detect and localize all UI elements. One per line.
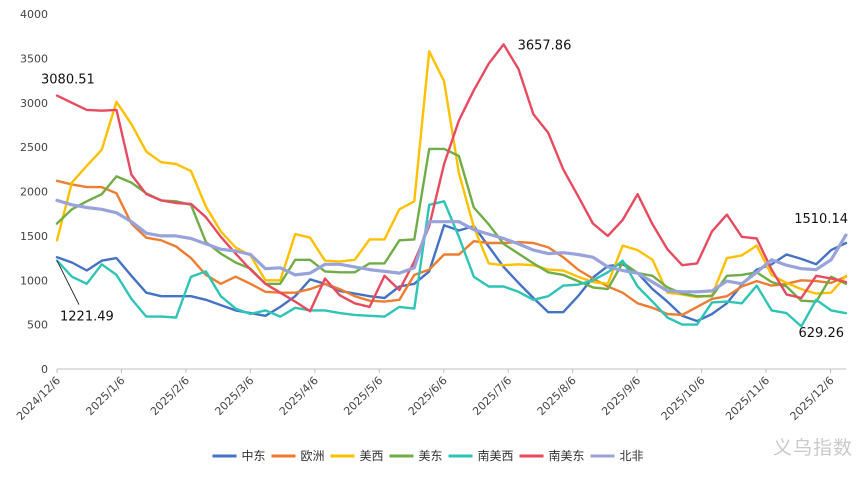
x-tick-label: 2025/11/6 [723, 374, 772, 423]
series-group [55, 50, 848, 299]
series-line [55, 147, 848, 303]
data-label: 1510.14 [794, 212, 848, 227]
x-tick-label: 2025/8/6 [535, 374, 579, 418]
legend-item: 南美西 [448, 448, 514, 463]
x-tick-label: 2025/5/6 [341, 374, 385, 418]
legend-label: 欧洲 [301, 449, 325, 463]
legend-item: 北非 [590, 449, 644, 463]
x-tick-label: 2025/3/6 [212, 374, 256, 418]
y-tick-label: 3000 [20, 97, 48, 110]
legend-item: 美东 [389, 449, 443, 463]
y-tick-label: 500 [27, 319, 48, 332]
series-line [55, 50, 848, 299]
x-tick-label: 2025/6/6 [406, 374, 450, 418]
series-line [55, 198, 848, 294]
series-line [55, 43, 848, 313]
legend: 中东 欧洲 美西 美东 南美西 南美东 北非 [212, 448, 644, 463]
legend-item: 南美东 [519, 448, 585, 463]
legend-label: 南美东 [549, 448, 585, 463]
x-tick-label: 2025/12/6 [788, 374, 837, 423]
legend-label: 美东 [419, 449, 443, 463]
data-label: 629.26 [799, 326, 845, 341]
series-group [55, 223, 848, 323]
data-label: 1221.49 [60, 310, 114, 325]
x-tick-label: 2025/7/6 [470, 374, 514, 418]
data-label: 3080.51 [41, 73, 95, 88]
y-tick-label: 1500 [20, 230, 48, 243]
data-label-leader [56, 260, 80, 305]
legend-label: 美西 [360, 449, 384, 463]
y-tick-label: 0 [41, 363, 48, 376]
x-tick-label: 2025/1/6 [83, 374, 127, 418]
series-line [55, 223, 848, 323]
series-group [55, 198, 848, 294]
legend-item: 美西 [330, 449, 384, 463]
legend-item: 欧洲 [271, 449, 325, 463]
y-tick-label: 2000 [20, 186, 48, 199]
x-tick-label: 2025/4/6 [277, 374, 321, 418]
y-tick-label: 1000 [20, 274, 48, 287]
y-tick-label: 2500 [20, 141, 48, 154]
series-group [55, 179, 848, 317]
legend-label: 北非 [620, 449, 644, 463]
data-label: 3657.86 [518, 38, 572, 53]
x-tick-label: 2025/2/6 [148, 374, 192, 418]
legend-label: 中东 [242, 448, 266, 463]
x-tick-label: 2025/9/6 [599, 374, 643, 418]
x-tick-label: 2024/12/6 [14, 374, 63, 423]
series-line [55, 200, 848, 328]
x-tick-label: 2025/10/6 [659, 374, 708, 423]
y-tick-label: 3500 [20, 52, 48, 65]
series-group [55, 147, 848, 303]
y-tick-label: 4000 [20, 8, 48, 21]
legend-label: 南美西 [478, 448, 514, 463]
series-line [55, 179, 848, 317]
series-group [55, 43, 848, 313]
series-group [55, 200, 848, 328]
watermark-text: 义乌指数 [773, 437, 853, 459]
legend-item: 中东 [212, 448, 266, 463]
